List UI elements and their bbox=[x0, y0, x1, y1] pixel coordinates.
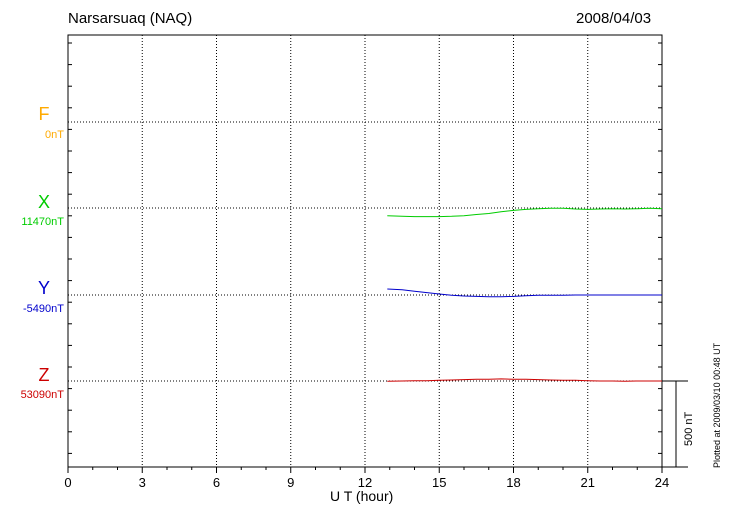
x-tick-label: 21 bbox=[581, 475, 595, 490]
x-tick-label: 0 bbox=[64, 475, 71, 490]
x-tick-label: 6 bbox=[213, 475, 220, 490]
x-tick-label: 3 bbox=[139, 475, 146, 490]
x-tick-label: 18 bbox=[506, 475, 520, 490]
x-tick-label: 12 bbox=[358, 475, 372, 490]
component-baseline-x: 11470nT bbox=[21, 216, 64, 228]
component-label-f: F bbox=[38, 104, 50, 124]
x-tick-label: 24 bbox=[655, 475, 669, 490]
component-baseline-z: 53090nT bbox=[20, 389, 64, 401]
x-axis-label: U T (hour) bbox=[330, 488, 394, 504]
component-label-y: Y bbox=[37, 278, 50, 298]
series-line-z bbox=[387, 378, 662, 382]
x-tick-label: 9 bbox=[287, 475, 294, 490]
x-tick-label: 15 bbox=[432, 475, 446, 490]
station-title: Narsarsuaq (NAQ) bbox=[68, 10, 193, 27]
component-baseline-y: -5490nT bbox=[23, 303, 64, 315]
series-line-y bbox=[387, 288, 662, 298]
date-label: 2008/04/03 bbox=[576, 10, 652, 27]
component-label-x: X bbox=[37, 192, 50, 212]
component-baseline-f: 0nT bbox=[45, 129, 64, 141]
series-line-x bbox=[387, 207, 663, 218]
component-label-z: Z bbox=[38, 365, 50, 385]
